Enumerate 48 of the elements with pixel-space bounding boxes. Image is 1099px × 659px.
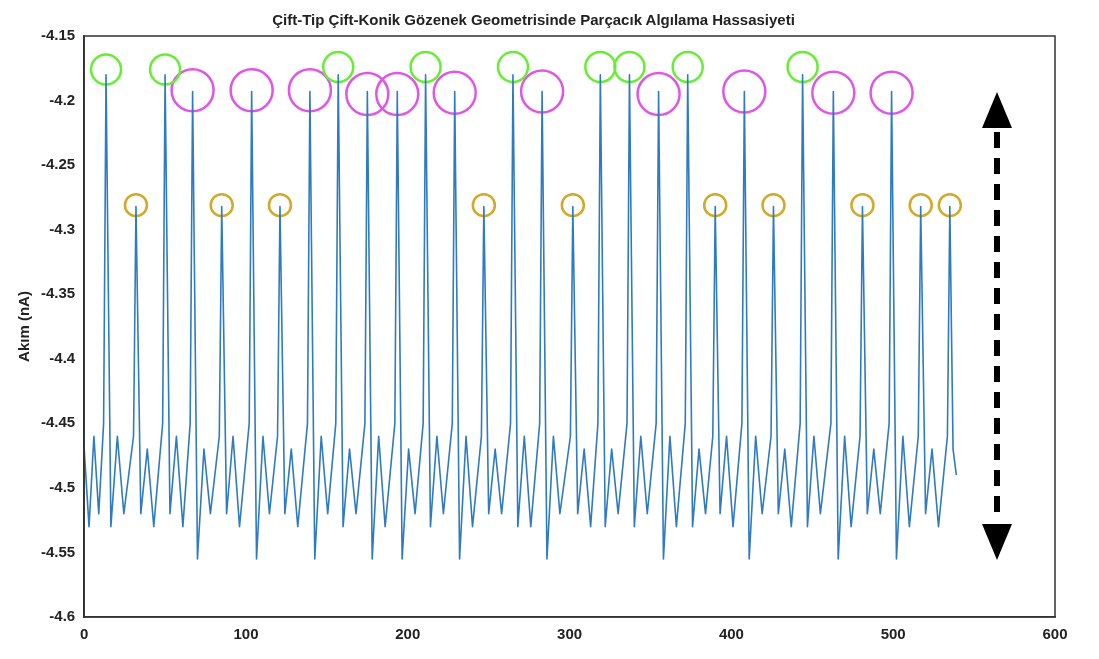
y-axis-title: Akım (nA) — [15, 291, 33, 362]
point — [560, 192, 586, 218]
point — [584, 50, 617, 84]
point — [89, 53, 123, 86]
point — [287, 67, 333, 113]
x-tick-label: 100 — [233, 625, 259, 643]
y-tick-label: -4.15 — [40, 26, 76, 44]
y-tick-label: -4.25 — [40, 155, 76, 173]
point — [671, 50, 704, 84]
x-tick-label: 200 — [395, 625, 421, 643]
x-tick-label: 600 — [1042, 625, 1068, 643]
point — [209, 192, 234, 218]
x-tick-label: 0 — [80, 625, 89, 643]
point — [908, 192, 933, 218]
point — [761, 192, 786, 218]
point — [345, 71, 390, 117]
point — [786, 50, 819, 84]
y-tick-label: -4.35 — [40, 284, 76, 302]
x-tick-label: 400 — [718, 625, 744, 643]
y-tick-label: -4.55 — [40, 542, 76, 560]
point — [321, 50, 355, 84]
point — [471, 192, 497, 218]
y-tick-label: -4.3 — [49, 219, 76, 237]
y-tick-label: -4.4 — [49, 348, 76, 366]
point — [636, 71, 681, 117]
point — [123, 192, 149, 218]
point — [937, 192, 963, 218]
y-tick-label: -4.6 — [49, 607, 76, 625]
point — [850, 192, 875, 218]
y-tick-label: -4.45 — [40, 413, 76, 431]
point — [722, 69, 767, 114]
y-tick-label: -4.2 — [49, 90, 76, 108]
point — [613, 50, 646, 84]
x-tick-label: 300 — [557, 625, 583, 643]
point — [496, 50, 530, 84]
point — [409, 50, 442, 84]
point — [519, 69, 565, 114]
point — [811, 70, 856, 116]
point — [375, 71, 420, 117]
point — [229, 67, 274, 113]
point — [702, 192, 728, 218]
point — [869, 70, 914, 116]
chart-title: Çift-Tip Çift-Konik Gözenek Geometrisinde Parçacık Algılama Hassasiyeti — [272, 11, 795, 29]
point — [432, 70, 477, 116]
point — [148, 53, 182, 86]
y-tick-label: -4.5 — [49, 478, 76, 496]
point — [267, 192, 293, 218]
x-tick-label: 500 — [880, 625, 906, 643]
